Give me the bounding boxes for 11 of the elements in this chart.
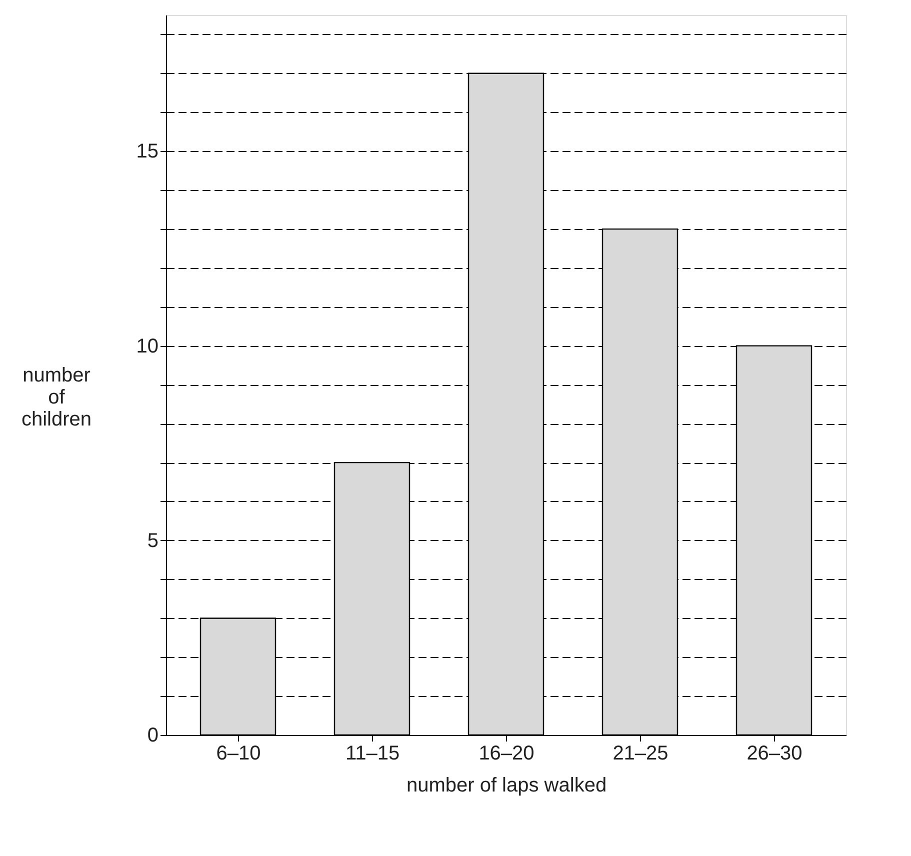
y-tick-label: 10 [136, 335, 158, 358]
y-tick-label: 15 [136, 140, 158, 163]
x-tick-label: 11–15 [345, 742, 400, 764]
x-tick-label: 21–25 [612, 742, 668, 764]
y-tick-label: 0 [147, 724, 158, 746]
x-axis-title: number of laps walked [406, 774, 607, 796]
y-axis-title: number of children [21, 364, 92, 430]
x-tick-label: 16–20 [478, 742, 534, 764]
y-tick-label: 5 [147, 530, 158, 552]
x-tick-label: 26–30 [746, 742, 802, 764]
x-tick-label: 6–10 [216, 742, 261, 764]
